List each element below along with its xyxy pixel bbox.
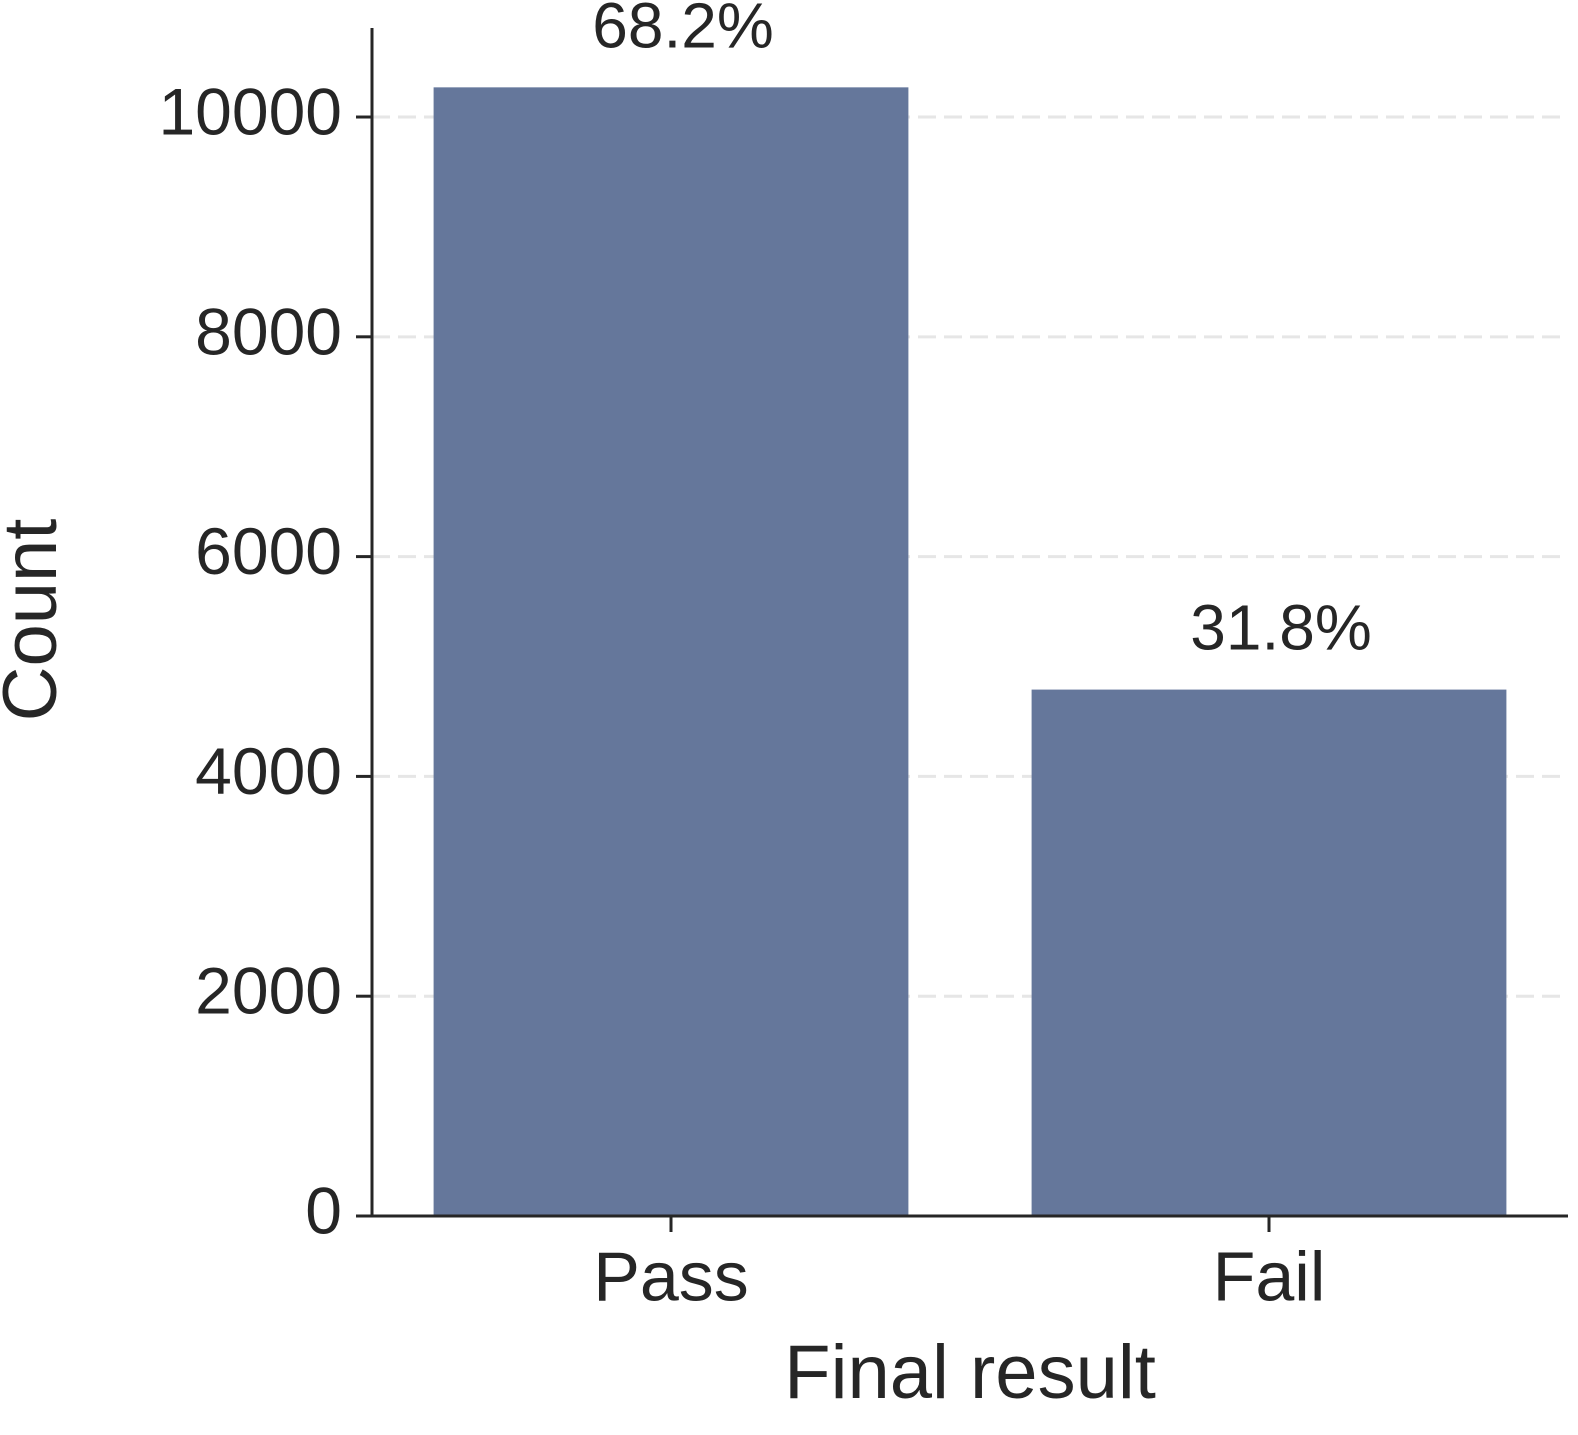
data-label: 31.8% (1190, 591, 1371, 663)
y-tick-label: 4000 (195, 734, 342, 808)
bar (1031, 689, 1507, 1216)
x-axis-label: Final result (784, 1330, 1156, 1415)
y-tick-label: 6000 (195, 514, 342, 588)
y-axis-label: Count (0, 519, 73, 722)
x-tick-label: Fail (1213, 1237, 1326, 1315)
y-tick-label: 10000 (158, 74, 342, 148)
y-tick-label: 0 (305, 1173, 342, 1247)
y-tick-label: 2000 (195, 954, 342, 1028)
data-label: 68.2% (592, 0, 773, 61)
x-tick-label: Pass (593, 1237, 749, 1315)
bar (433, 87, 909, 1216)
y-tick-label: 8000 (195, 294, 342, 368)
